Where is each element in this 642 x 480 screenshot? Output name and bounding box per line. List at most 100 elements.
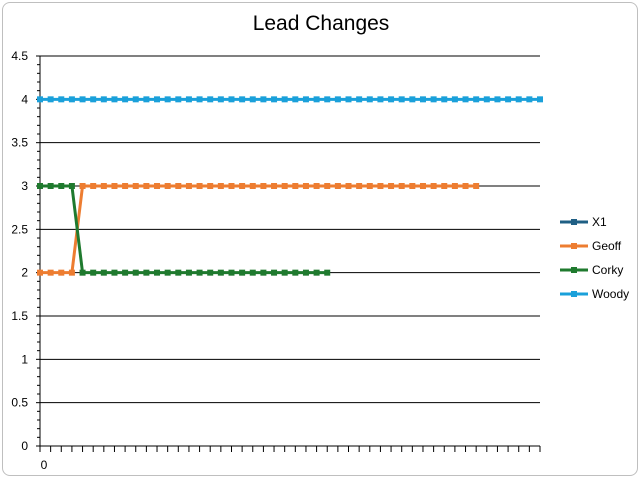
y-tick-label: 4 (21, 92, 28, 106)
y-tick-label: 2 (21, 266, 28, 280)
data-point (175, 269, 182, 276)
data-point (462, 96, 469, 103)
y-tick-label: 4.5 (11, 49, 28, 63)
legend-marker (571, 291, 577, 297)
data-point (483, 96, 490, 103)
data-point (79, 183, 86, 189)
data-point (111, 96, 118, 103)
data-point (356, 183, 363, 189)
data-point (388, 96, 395, 103)
data-point (207, 96, 214, 103)
data-point (100, 269, 107, 276)
legend-label: Corky (592, 263, 623, 277)
data-point (398, 183, 405, 189)
data-point (239, 96, 246, 103)
data-point (47, 96, 54, 103)
y-tick-label: 1.5 (11, 309, 28, 323)
data-point (473, 183, 480, 189)
data-point (398, 96, 405, 103)
data-point (441, 183, 448, 189)
data-point (451, 96, 458, 103)
data-point (47, 183, 54, 189)
data-point (366, 183, 373, 189)
x-axis-ticks: 0 (39, 446, 541, 472)
data-point (122, 96, 129, 103)
data-point (345, 96, 352, 103)
legend: X1 Geoff Corky Woody (560, 215, 629, 301)
data-point (164, 269, 171, 276)
data-point (196, 183, 203, 189)
y-tick-label: 0 (21, 439, 28, 453)
gridlines (40, 55, 540, 404)
data-point (79, 96, 86, 103)
data-point (217, 183, 224, 189)
data-point (164, 183, 171, 189)
y-axis-ticks: 0 0.5 1 1.5 2 2.5 3 3.5 4 4.5 (11, 49, 40, 453)
data-point (377, 96, 384, 103)
data-point (271, 96, 278, 103)
data-point (249, 183, 256, 189)
data-point (249, 269, 256, 276)
data-point (185, 269, 192, 276)
data-point (462, 183, 469, 189)
data-point (419, 96, 426, 103)
data-point (132, 269, 139, 276)
data-point (47, 269, 54, 276)
data-point (37, 96, 43, 103)
data-point (228, 96, 235, 103)
data-point (313, 269, 320, 276)
legend-item-woody: Woody (560, 287, 629, 301)
data-point (505, 96, 512, 103)
data-point (100, 183, 107, 189)
data-point (345, 183, 352, 189)
legend-item-x1: X1 (560, 215, 607, 229)
data-point (228, 269, 235, 276)
data-point (58, 269, 65, 276)
axes (39, 56, 540, 447)
chart-title: Lead Changes (252, 12, 390, 35)
data-point (111, 269, 118, 276)
data-point (196, 96, 203, 103)
data-point (154, 183, 161, 189)
data-point (292, 96, 299, 103)
data-point (313, 183, 320, 189)
data-point (313, 96, 320, 103)
chart-frame (2, 2, 638, 476)
data-point (334, 96, 341, 103)
data-point (122, 183, 129, 189)
data-point (451, 183, 458, 189)
data-point (90, 183, 97, 189)
y-tick-label: 3.5 (11, 136, 28, 150)
data-point (68, 183, 75, 189)
data-point (164, 96, 171, 103)
data-point (324, 96, 331, 103)
y-tick-label: 3 (21, 179, 28, 193)
data-point (324, 269, 331, 276)
data-point (419, 183, 426, 189)
data-point (207, 183, 214, 189)
series-corky (37, 183, 331, 276)
data-point (185, 183, 192, 189)
data-point (68, 96, 75, 103)
legend-marker (571, 267, 577, 273)
series-line-corky (40, 184, 328, 275)
data-point (292, 183, 299, 189)
legend-label: Woody (592, 287, 629, 301)
data-point (217, 96, 224, 103)
data-point (217, 269, 224, 276)
data-point (494, 96, 501, 103)
data-point (175, 96, 182, 103)
data-point (90, 269, 97, 276)
data-point (58, 183, 65, 189)
data-point (388, 183, 395, 189)
data-point (90, 96, 97, 103)
data-point (132, 183, 139, 189)
legend-marker (571, 243, 577, 249)
data-point (111, 183, 118, 189)
data-point (526, 96, 533, 103)
legend-marker (571, 219, 577, 225)
data-point (281, 183, 288, 189)
series-woody (37, 96, 543, 103)
data-point (79, 269, 86, 276)
